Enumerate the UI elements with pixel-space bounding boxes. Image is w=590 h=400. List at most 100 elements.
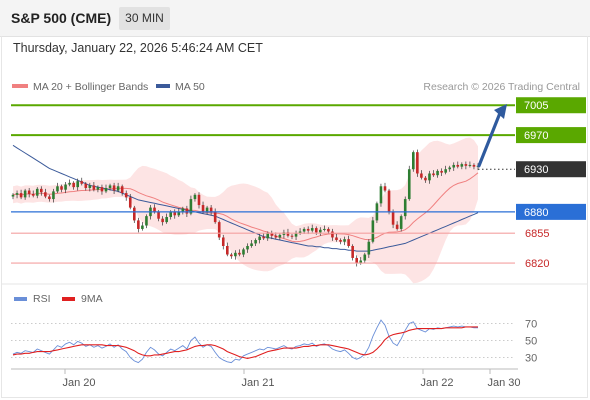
candle-body <box>323 228 326 230</box>
candle-body <box>246 245 249 250</box>
forecast-arrow-head <box>494 103 507 119</box>
candle-body <box>274 235 278 238</box>
resistance-label-box <box>516 127 586 144</box>
rsi-tick-label: 30 <box>525 353 537 365</box>
copyright-notice: Research © 2026 Trading Central <box>423 81 580 93</box>
candle-body <box>104 187 108 192</box>
candle-body <box>201 205 205 212</box>
ma20-legend-swatch <box>12 84 28 88</box>
x-tick-label: Jan 20 <box>62 377 95 389</box>
candle-body <box>52 191 55 200</box>
candle-body <box>193 194 197 200</box>
candle-body <box>209 207 213 212</box>
candle-body <box>84 183 88 188</box>
candle-body <box>40 188 43 193</box>
candle-body <box>444 169 447 173</box>
ma50-legend-swatch <box>156 84 170 88</box>
candle-body <box>217 222 221 238</box>
candle-body <box>286 232 290 236</box>
candle-body <box>141 225 144 229</box>
ma9-legend-label: 9MA <box>81 293 103 305</box>
support-label-box <box>516 203 586 220</box>
candle-body <box>343 239 346 242</box>
candle-body <box>60 186 63 190</box>
candle-body <box>64 184 67 190</box>
bollinger-band-area <box>13 137 478 284</box>
candle-body <box>314 228 318 233</box>
candle-body <box>387 190 391 212</box>
minor-support-label: 6855 <box>525 228 549 240</box>
candle-body <box>88 185 92 188</box>
candle-body <box>266 233 270 239</box>
candle-body <box>468 164 472 166</box>
title-bar: S&P 500 (CME) 30 MIN <box>0 0 590 37</box>
candle-body <box>371 220 375 242</box>
candle-body <box>230 254 233 257</box>
support-label: 6880 <box>524 207 548 219</box>
rsi-legend-swatch <box>14 297 27 301</box>
candle-body <box>112 185 116 191</box>
candle-body <box>242 249 245 255</box>
timeframe-button[interactable]: 30 MIN <box>119 7 170 30</box>
candle-body <box>359 260 363 264</box>
candle-body <box>250 243 253 246</box>
candle-body <box>213 211 217 223</box>
candle-body <box>290 235 294 237</box>
forecast-arrow-shaft <box>477 111 502 168</box>
candle-body <box>238 252 241 255</box>
ma20-line <box>12 172 479 243</box>
candle-body <box>80 181 84 184</box>
candle-body <box>128 197 132 208</box>
candle-body <box>420 173 423 178</box>
ma50-legend-label: MA 50 <box>175 81 205 93</box>
candle-body <box>399 216 403 229</box>
candle-body <box>258 236 261 241</box>
candle-body <box>31 193 35 196</box>
candle-body <box>416 152 419 174</box>
candle-body <box>56 186 59 192</box>
candle-body <box>355 257 358 264</box>
x-tick-label: Jan 22 <box>420 377 453 389</box>
candle-body <box>298 231 302 234</box>
candle-body <box>448 167 451 170</box>
candle-body <box>347 239 350 246</box>
resistance-label: 6970 <box>524 130 548 142</box>
candle-body <box>226 245 229 255</box>
candle-body <box>428 173 431 181</box>
candle-body <box>157 211 160 219</box>
candle-body <box>177 211 181 216</box>
candle-body <box>197 194 201 206</box>
candle-body <box>395 224 399 229</box>
candle-body <box>452 164 456 168</box>
candle-body <box>11 194 15 197</box>
minor-support-label: 6820 <box>525 258 549 270</box>
candle-body <box>189 199 193 214</box>
rsi-line <box>12 319 478 364</box>
instrument-name: S&P 500 (CME) <box>11 10 112 26</box>
candle-body <box>165 216 168 223</box>
candle-body <box>412 152 415 170</box>
candle-body <box>367 241 371 255</box>
ma20-legend-label: MA 20 + Bollinger Bands <box>33 81 148 93</box>
candle-body <box>181 208 185 212</box>
candle-body <box>100 187 104 192</box>
candle-body <box>68 182 71 185</box>
candle-body <box>44 192 47 197</box>
candle-body <box>391 211 395 225</box>
candle-body <box>153 207 156 212</box>
candle-body <box>432 173 435 176</box>
candle-body <box>161 218 164 223</box>
candle-body <box>310 228 314 231</box>
candle-body <box>331 231 334 238</box>
ma9-legend-swatch <box>62 297 75 301</box>
candle-body <box>270 233 274 236</box>
candle-body <box>92 185 96 190</box>
candle-body <box>379 186 383 204</box>
candle-body <box>335 237 338 241</box>
candle-body <box>278 234 282 238</box>
candle-body <box>205 207 209 212</box>
last-price-label-box <box>516 161 586 178</box>
candle-body <box>424 177 427 181</box>
candle-body <box>363 254 367 261</box>
